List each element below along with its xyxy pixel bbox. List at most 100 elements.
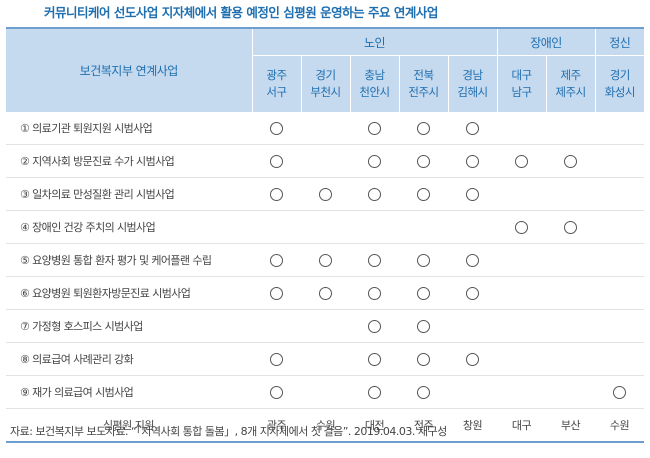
group-header-disabled: 장애인 [496, 28, 596, 56]
mark-cell [448, 144, 498, 178]
support-city: 수원 [595, 408, 645, 443]
mark-cell [252, 375, 301, 409]
circle-mark-icon [564, 220, 578, 234]
mark-cell [301, 243, 350, 277]
circle-mark-icon [270, 286, 283, 300]
table-row: ④ 장애인 건강 주치의 시범사업 [6, 210, 645, 244]
mark-cell [595, 177, 645, 211]
row-label: ⑨ 재가 의료급여 시범사업 [6, 375, 252, 409]
circle-mark-icon [368, 286, 381, 300]
row-label: ⑥ 요양병원 퇴원환자방문진료 시범사업 [6, 276, 252, 310]
mark-cell [497, 375, 547, 409]
mark-cell [350, 276, 399, 310]
source-note: 자료: 보건복지부 보도자료. “「지역사회 통합 돌봄」, 8개 지자체에서 … [10, 425, 447, 438]
mark-cell [350, 375, 399, 409]
mark-cell [350, 309, 399, 343]
mark-cell [399, 177, 448, 211]
circle-mark-icon [319, 187, 332, 201]
circle-mark-icon [613, 385, 627, 399]
circle-mark-icon [368, 187, 381, 201]
circle-mark-icon [270, 187, 283, 201]
mark-cell [546, 177, 596, 211]
mark-cell [448, 243, 498, 277]
mark-cell [399, 144, 448, 178]
row-label: ⑧ 의료급여 사례관리 강화 [6, 342, 252, 376]
group-header-elderly: 노인 [251, 28, 498, 56]
mark-cell [546, 144, 596, 178]
mark-cell [546, 342, 596, 376]
row-label: ⑤ 요양병원 통합 환자 평가 및 케어플랜 수립 [6, 243, 252, 277]
region-header-line: 남구 [511, 85, 532, 99]
header-corner: 보건복지부 연계사업 [6, 28, 252, 112]
circle-mark-icon [368, 121, 381, 135]
region-header-line: 김해시 [457, 85, 488, 99]
mark-cell [252, 177, 301, 211]
region-header: 경기 화성시 [594, 55, 645, 112]
group-header-mental: 정신 [594, 28, 645, 56]
region-header-line: 전주시 [408, 85, 439, 99]
circle-mark-icon [417, 253, 430, 267]
region-header-line: 경기 [315, 68, 336, 82]
circle-mark-icon [417, 286, 430, 300]
table-row: ⑤ 요양병원 통합 환자 평가 및 케어플랜 수립 [6, 243, 645, 277]
circle-mark-icon [368, 319, 381, 333]
circle-mark-icon [270, 154, 283, 168]
mark-cell [595, 210, 645, 244]
region-header-line: 제주시 [555, 85, 586, 99]
mark-cell [350, 210, 399, 244]
row-label: ⑦ 가정형 호스피스 시범사업 [6, 309, 252, 343]
mark-cell [252, 309, 301, 343]
mark-cell [301, 112, 350, 145]
mark-cell [448, 375, 498, 409]
mark-cell [252, 144, 301, 178]
circle-mark-icon [417, 352, 430, 366]
region-header: 충남 천안시 [349, 55, 399, 112]
circle-mark-icon [319, 286, 332, 300]
mark-cell [595, 342, 645, 376]
circle-mark-icon [368, 385, 381, 399]
circle-mark-icon [368, 352, 381, 366]
circle-mark-icon [417, 385, 430, 399]
support-city: 대전 [350, 408, 399, 443]
mark-cell [350, 177, 399, 211]
circle-mark-icon [466, 286, 480, 300]
row-label: ③ 일차의료 만성질환 관리 시범사업 [6, 177, 252, 211]
support-city: 대구 [497, 408, 547, 443]
region-header-line: 서구 [266, 85, 287, 99]
circle-mark-icon [270, 121, 283, 135]
linked-projects-table: 보건복지부 연계사업 노인 장애인 정신 광주 서구 경기 부천시 충남 천안시 전북 전주시… [6, 27, 645, 443]
mark-cell [301, 375, 350, 409]
mark-cell [301, 177, 350, 211]
mark-cell [546, 309, 596, 343]
table-body: ① 의료기관 퇴원지원 시범사업 ② 지역사회 방문진료 수가 시범사업 ③ 일차의… [6, 112, 645, 443]
mark-cell [595, 112, 645, 145]
region-header-row: 광주 서구 경기 부천시 충남 천안시 전북 전주시 경남 김해시 대구 남구 제주 제주시 경기 화성시 [6, 55, 645, 112]
table-row: ③ 일차의료 만성질환 관리 시범사업 [6, 177, 645, 211]
region-header-line: 경기 [609, 68, 631, 82]
mark-cell [448, 309, 498, 343]
mark-cell [399, 309, 448, 343]
region-header: 경기 부천시 [300, 55, 350, 112]
mark-cell [448, 276, 498, 310]
circle-mark-icon [368, 253, 381, 267]
region-header-line: 천안시 [359, 85, 390, 99]
region-header-line: 제주 [560, 68, 581, 82]
mark-cell [399, 210, 448, 244]
mark-cell [497, 177, 547, 211]
mark-cell [252, 210, 301, 244]
region-header-line: 광주 [266, 68, 287, 82]
mark-cell [399, 375, 448, 409]
mark-cell [399, 342, 448, 376]
mark-cell [497, 276, 547, 310]
circle-mark-icon [368, 154, 381, 168]
mark-cell [497, 112, 547, 145]
support-city: 창원 [448, 408, 498, 443]
circle-mark-icon [417, 121, 430, 135]
circle-mark-icon [319, 253, 332, 267]
circle-mark-icon [466, 253, 480, 267]
mark-cell [595, 144, 645, 178]
region-header-line: 전북 [413, 68, 434, 82]
mark-cell [301, 309, 350, 343]
